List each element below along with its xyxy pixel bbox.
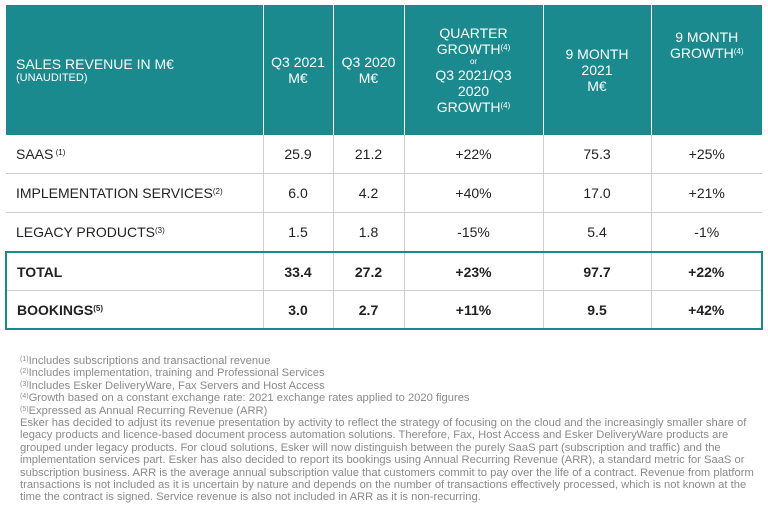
cell-q3-2020: 2.7 (332, 290, 404, 330)
header-label-main: SALES REVENUE IN M€ (16, 56, 174, 72)
row-label-sup: (5) (93, 303, 104, 313)
cell-nine-month-growth: +21% (650, 173, 762, 213)
header-nmg-sup: (4) (733, 47, 744, 56)
table-row-legacy: LEGACY PRODUCTS(3) 1.5 1.8 -15% 5.4 -1% (6, 212, 762, 253)
row-label-text: BOOKINGS (17, 301, 94, 318)
table-row-implementation: IMPLEMENTATION SERVICES(2) 6.0 4.2 +40% … (6, 173, 762, 213)
header-nine-month: 9 MONTH 2021 M€ (542, 5, 651, 135)
cell-quarter-growth: +11% (403, 290, 543, 330)
table-row-total: TOTAL 33.4 27.2 +23% 97.7 +22% (5, 251, 763, 291)
table-row-bookings: BOOKINGS(5) 3.0 2.7 +11% 9.5 +42% (5, 290, 763, 330)
row-label: TOTAL (5, 251, 263, 291)
footnote-4: (4)Growth based on a constant exchange r… (20, 392, 755, 404)
header-qg-l2: Q3 2021/Q3 (435, 67, 512, 83)
row-label: LEGACY PRODUCTS(3) (6, 212, 263, 253)
explanatory-paragraph: Esker has decided to adjust its revenue … (20, 417, 754, 504)
header-qg-l1: QUARTER GROWTH (436, 25, 508, 57)
cell-nine-month-growth: -1% (650, 212, 762, 253)
header-q3-2021-l1: Q3 2021 (271, 54, 325, 70)
header-label: SALES REVENUE IN M€ (UNAUDITED) (6, 5, 263, 135)
footnote-5: (5)Expressed as Annual Recurring Revenue… (20, 405, 755, 417)
table-row-saas: SAAS (1) 25.9 21.2 +22% 75.3 +25% (6, 135, 762, 174)
table-header-row: SALES REVENUE IN M€ (UNAUDITED) Q3 2021 … (6, 5, 762, 135)
header-nmg-l1: 9 MONTH (675, 29, 739, 45)
cell-nine-month: 97.7 (542, 251, 651, 291)
footnote-text: Expressed as Annual Recurring Revenue (A… (28, 404, 268, 417)
cell-q3-2020: 1.8 (332, 212, 404, 253)
cell-quarter-growth: +23% (403, 251, 543, 291)
header-q3-2021-l2: M€ (288, 70, 308, 86)
header-qg-l4: GROWTH (436, 99, 501, 115)
footnote-mark: (1) (20, 356, 29, 363)
cell-q3-2021: 6.0 (262, 173, 333, 213)
row-label-text: LEGACY PRODUCTS (16, 224, 155, 240)
row-label-text: SAAS (16, 146, 54, 162)
cell-q3-2020: 27.2 (332, 251, 404, 291)
footnote-text: Includes Esker DeliveryWare, Fax Servers… (28, 379, 325, 392)
footnote-mark: (5) (20, 405, 29, 413)
footnote-text: Includes implementation, training and Pr… (28, 367, 325, 380)
cell-nine-month: 75.3 (542, 135, 651, 174)
header-label-sub: (UNAUDITED) (16, 72, 88, 84)
cell-nine-month: 9.5 (542, 290, 651, 330)
cell-q3-2021: 33.4 (262, 251, 333, 291)
row-label-text: IMPLEMENTATION SERVICES (16, 185, 213, 201)
row-label: IMPLEMENTATION SERVICES(2) (6, 173, 263, 213)
header-q3-2020: Q3 2020 M€ (332, 5, 404, 135)
row-label-sup: (2) (212, 187, 223, 196)
cell-quarter-growth: +22% (403, 135, 543, 174)
header-nmg-l2: GROWTH (669, 45, 734, 61)
footnote-text: Growth based on a constant exchange rate… (28, 392, 470, 405)
cell-nine-month: 17.0 (542, 173, 651, 213)
header-q3-2020-l1: Q3 2020 (341, 54, 396, 70)
footnote-mark: (2) (20, 368, 29, 376)
row-label-sup: (3) (155, 226, 165, 235)
header-nm-l1: 9 MONTH (565, 46, 629, 62)
cell-quarter-growth: +40% (403, 173, 543, 213)
footnotes-section: (1)Includes subscriptions and transactio… (20, 355, 755, 504)
cell-nine-month-growth: +22% (650, 251, 763, 291)
header-qg-l3: 2020 (457, 83, 490, 99)
cell-q3-2021: 1.5 (262, 212, 333, 253)
cell-q3-2021: 3.0 (262, 290, 333, 330)
footnote-1: (1)Includes subscriptions and transactio… (20, 355, 755, 367)
row-label-sup: (1) (53, 148, 66, 157)
header-qg-l4-sup: (4) (500, 101, 511, 110)
header-qg-or: or (469, 57, 478, 66)
row-label-text: TOTAL (17, 263, 63, 280)
footnote-mark: (3) (20, 380, 29, 388)
cell-nine-month-growth: +25% (650, 135, 762, 174)
header-q3-2020-l2: M€ (358, 70, 379, 86)
footnote-2: (2)Includes implementation, training and… (20, 367, 755, 379)
header-nm-l2: 2021 (581, 62, 613, 78)
header-nine-month-growth: 9 MONTH GROWTH(4) (650, 5, 762, 135)
cell-nine-month: 5.4 (542, 212, 651, 253)
cell-nine-month-growth: +42% (650, 290, 763, 330)
header-nm-l3: M€ (587, 78, 607, 94)
cell-q3-2020: 21.2 (332, 135, 404, 174)
header-quarter-growth: QUARTER GROWTH(4) or Q3 2021/Q3 2020 GRO… (403, 5, 543, 135)
cell-quarter-growth: -15% (403, 212, 543, 253)
cell-q3-2020: 4.2 (332, 173, 404, 213)
footnote-text: Includes subscriptions and transactional… (28, 355, 271, 367)
cell-q3-2021: 25.9 (262, 135, 333, 174)
footnote-3: (3)Includes Esker DeliveryWare, Fax Serv… (20, 380, 755, 392)
sales-revenue-table: SALES REVENUE IN M€ (UNAUDITED) Q3 2021 … (5, 5, 763, 330)
footnote-mark: (4) (20, 393, 29, 401)
header-qg-sup: (4) (500, 43, 511, 52)
row-label: BOOKINGS(5) (5, 290, 263, 330)
header-q3-2021: Q3 2021 M€ (262, 5, 333, 135)
row-label: SAAS (1) (6, 135, 263, 174)
